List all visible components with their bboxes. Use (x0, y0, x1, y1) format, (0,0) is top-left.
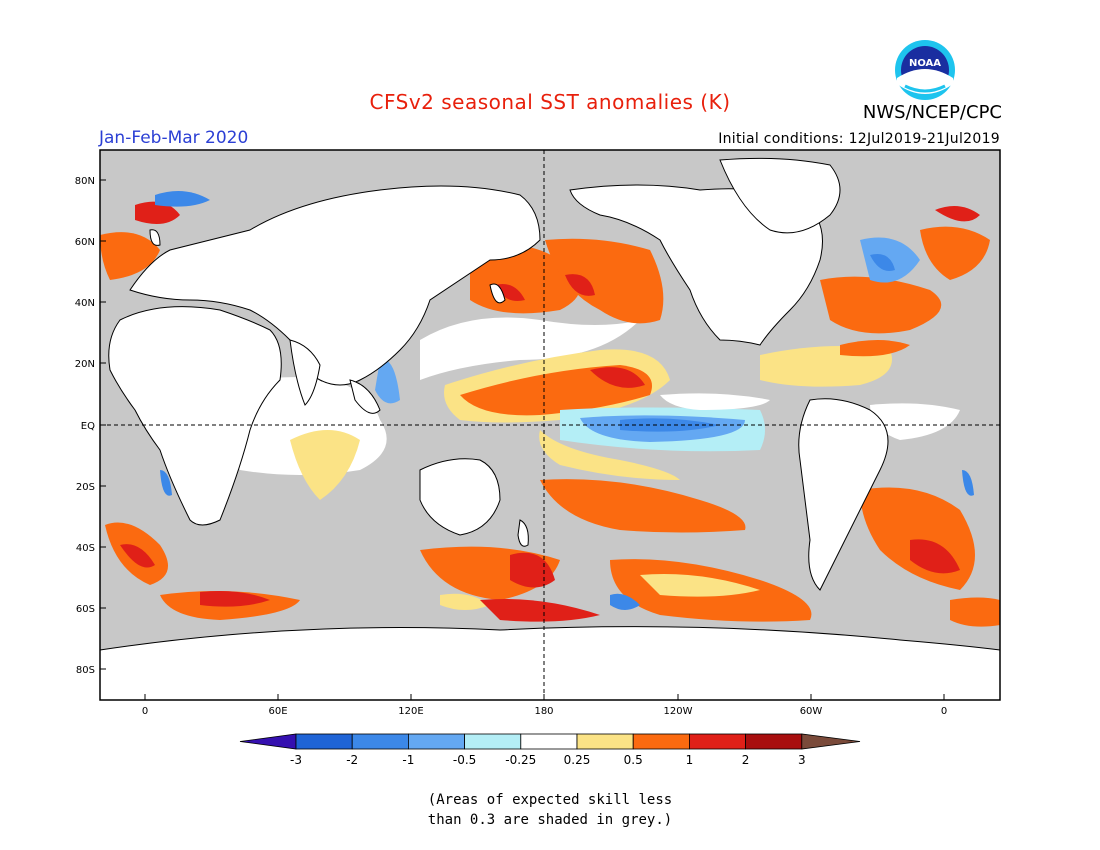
season-label: Jan-Feb-Mar 2020 (99, 128, 249, 148)
lat-tick-label: 60S (76, 604, 95, 615)
continents (99, 157, 1001, 701)
colorbar-bin (689, 733, 747, 750)
colorbar-bin (520, 733, 578, 750)
lon-tick-label: 120E (398, 706, 423, 717)
colorbar-label: -3 (290, 753, 302, 767)
lon-tick-label: 120W (664, 706, 693, 717)
initial-conditions-label: Initial conditions: 12Jul2019-21Jul2019 (718, 131, 1000, 147)
lon-tick-label: 180 (534, 706, 553, 717)
colorbar-label: 3 (798, 753, 806, 767)
lat-tick-label: 80S (76, 665, 95, 676)
colorbar-bin (351, 733, 409, 750)
map-panel (99, 149, 1001, 701)
colorbar-label: 0.5 (624, 753, 643, 767)
colorbar-bin (745, 733, 803, 750)
lat-tick-label: 40S (76, 543, 95, 554)
colorbar-bin (576, 733, 634, 750)
colorbar-label: 0.25 (564, 753, 591, 767)
skill-note-line-2: than 0.3 are shaded in grey.) (427, 812, 673, 828)
anomaly-patches (100, 191, 1000, 627)
colorbar-min-arrow (239, 733, 297, 750)
lat-tick-label: 60N (75, 237, 95, 248)
colorbar-bin (632, 733, 690, 750)
lon-tick-label: 0 (941, 706, 947, 717)
lon-tick-label: 60W (800, 706, 823, 717)
colorbar-label: 1 (686, 753, 694, 767)
colorbar-label: 2 (742, 753, 750, 767)
latitude-ticks: 80N 60N 40N 20N EQ 20S 40S 60S 80S (75, 176, 106, 676)
colorbar-bin (407, 733, 465, 750)
colorbar-label: -2 (346, 753, 358, 767)
lat-tick-label: EQ (81, 421, 95, 432)
organization-label: NWS/NCEP/CPC (862, 102, 1002, 123)
longitude-ticks: 0 60E 120E 180 120W 60W 0 (142, 694, 947, 717)
colorbar-label: -1 (402, 753, 414, 767)
lat-tick-label: 40N (75, 298, 95, 309)
lat-tick-label: 80N (75, 176, 95, 187)
colorbar-max-arrow (801, 733, 861, 750)
lon-tick-label: 0 (142, 706, 148, 717)
noaa-logo-text: NOAA (909, 58, 941, 69)
colorbar-bin (464, 733, 522, 750)
skill-note-line-1: (Areas of expected skill less (427, 792, 673, 808)
colorbar-label: -0.25 (505, 753, 536, 767)
lat-tick-label: 20N (75, 359, 95, 370)
lon-tick-label: 60E (268, 706, 287, 717)
chart-title: CFSv2 seasonal SST anomalies (K) (369, 90, 731, 114)
colorbar-bin (295, 733, 353, 750)
lat-tick-label: 20S (76, 482, 95, 493)
colorbar-label: -0.5 (453, 753, 476, 767)
noaa-logo: NOAA (895, 40, 955, 100)
